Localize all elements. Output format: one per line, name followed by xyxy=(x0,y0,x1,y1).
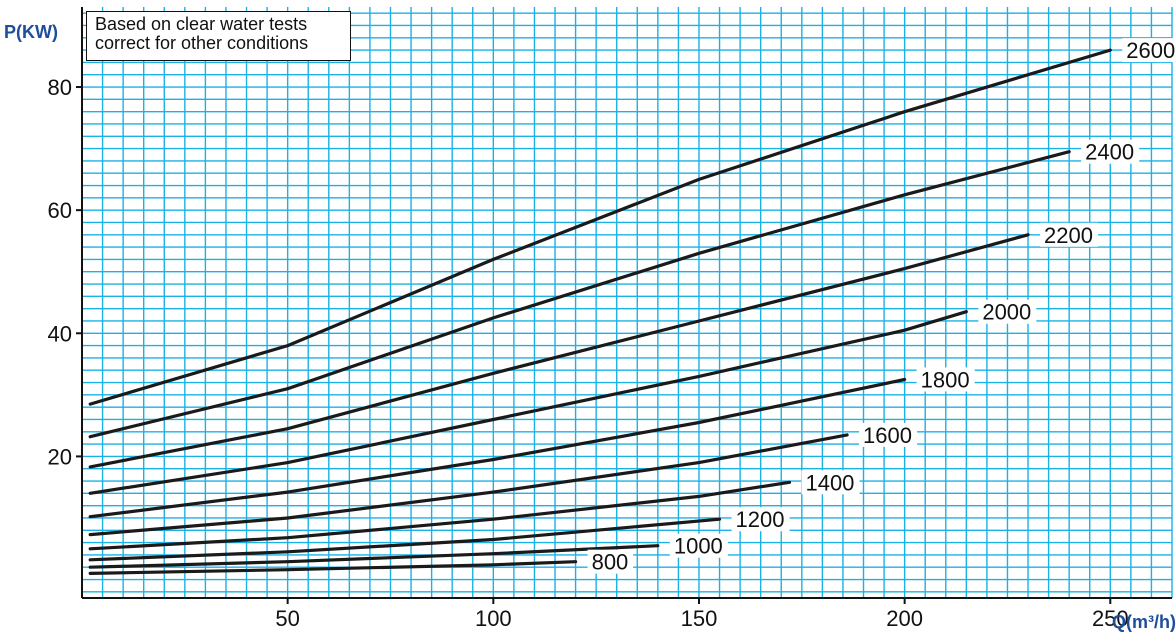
series-label-1000: 1000 xyxy=(674,534,723,559)
y-tick-label: 60 xyxy=(48,198,72,223)
series-line-1800 xyxy=(88,377,907,519)
series-label-2600: 2600 xyxy=(1126,38,1175,63)
axes: 50 100 150 200 250 20 40 60 80 xyxy=(48,7,1172,631)
series-line-2400 xyxy=(88,150,1071,439)
series-line-2600 xyxy=(88,48,1112,406)
series-lines xyxy=(88,48,1112,576)
series-label-bg xyxy=(669,533,728,558)
series-label-bg xyxy=(1040,222,1099,247)
series-label-1800: 1800 xyxy=(921,367,970,392)
x-axis-label: Q(m³/h) xyxy=(1112,612,1176,632)
x-tick-label: 200 xyxy=(886,606,923,631)
series-line-1600 xyxy=(88,433,849,537)
series-label-bg xyxy=(1081,139,1140,164)
series-line-2200 xyxy=(88,233,1030,469)
series-label-bg xyxy=(1122,38,1176,63)
series-line-1000 xyxy=(88,544,660,569)
y-axis-label: P(KW) xyxy=(4,22,58,42)
note-box: Based on clear water tests correct for o… xyxy=(86,11,351,61)
y-tick-label: 80 xyxy=(48,75,72,100)
note-line-1: Based on clear water tests xyxy=(95,14,308,34)
x-tick-label: 50 xyxy=(275,606,299,631)
series-label-800: 800 xyxy=(592,550,629,575)
series-label-1200: 1200 xyxy=(736,507,785,532)
series-label-bg xyxy=(978,299,1037,324)
series-label-2200: 2200 xyxy=(1044,223,1093,248)
series-line-2000 xyxy=(88,310,968,495)
y-tick-label: 40 xyxy=(48,321,72,346)
series-label-bg xyxy=(731,507,790,532)
y-tick-label: 20 xyxy=(48,444,72,469)
note-line-2: correct for other conditions xyxy=(95,33,309,53)
series-line-1200 xyxy=(88,517,722,562)
series-label-1600: 1600 xyxy=(863,423,912,448)
series-label-bg xyxy=(916,367,975,392)
series-label-2000: 2000 xyxy=(982,300,1031,325)
x-tick-label: 100 xyxy=(475,606,512,631)
series-labels: 2600 2400 2200 2000 1800 1600 1400 1200 1000 800 xyxy=(587,38,1176,575)
series-label-bg xyxy=(801,470,860,495)
series-label-bg xyxy=(587,549,634,574)
x-tick-label: 250 xyxy=(1092,606,1129,631)
series-line-800 xyxy=(88,560,578,576)
series-line-1400 xyxy=(88,480,792,551)
x-tick-label: 150 xyxy=(681,606,718,631)
series-label-bg xyxy=(859,422,918,447)
series-label-2400: 2400 xyxy=(1085,140,1134,165)
series-label-1400: 1400 xyxy=(805,470,854,495)
